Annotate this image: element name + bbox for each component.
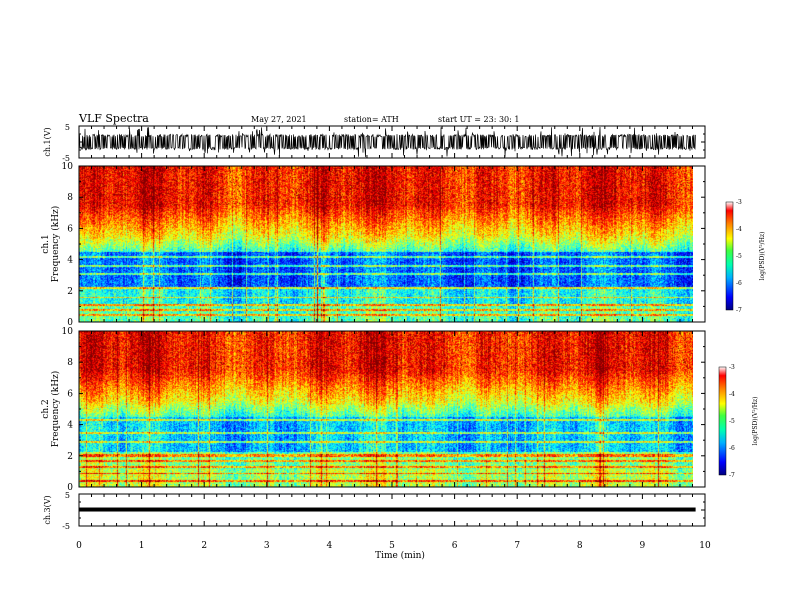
x-tick-label: 0 [76,541,82,551]
y-tick-label: 8 [67,193,73,203]
y-tick-label: 6 [67,224,73,234]
ch1-waveform-line [79,126,696,158]
y-tick-label: 10 [62,327,74,337]
ch3-ytick-bottom: -5 [62,522,70,531]
start-time-label: start UT = 23: 30: 1 [438,115,519,124]
station-label: station= ATH [344,115,399,124]
x-tick-label: 8 [577,541,583,551]
ch1-ylabel: ch.1(V) [43,127,52,156]
ch2-colorbar-label: log(PSD)(V²/Hz) [752,397,759,446]
x-tick-label: 1 [139,541,145,551]
ch3-ylabel: ch.3(V) [43,495,52,524]
ch2-spec-ylabel-line1: ch.2 [41,399,51,418]
colorbar-tick-label: -3 [736,199,742,206]
ch1-spectrogram-image [79,166,693,322]
y-tick-label: 0 [67,318,73,328]
x-axis-label: Time (min) [375,550,425,561]
figure-title: VLF Spectra [78,112,149,125]
colorbar-tick-label: -4 [736,226,742,233]
colorbar-tick-label: -5 [736,253,742,260]
ch2-colorbar [718,366,727,476]
ch3-waveform-line [79,507,696,512]
x-tick-label: 7 [514,541,520,551]
x-tick-label: 2 [201,541,207,551]
ch1-waveform-panel: 5 -5 ch.1(V) [43,123,706,163]
y-tick-label: 4 [67,256,73,266]
date-label: May 27, 2021 [251,115,307,124]
y-tick-label: 4 [67,421,73,431]
x-tick-label: 6 [452,541,458,551]
ch1-ytick-bottom: -5 [62,154,70,163]
x-tick-label: 3 [264,541,270,551]
x-tick-label: 5 [389,541,395,551]
y-tick-label: 0 [67,483,73,493]
ch2-spectrogram-image [79,331,693,487]
ch3-waveform-panel: 5 -5 ch.3(V) [43,491,706,531]
x-tick-label: 10 [699,541,711,551]
colorbar-tick-label: -3 [729,364,735,371]
colorbar-tick-label: -6 [729,445,735,452]
y-tick-label: 2 [67,452,73,462]
colorbar-tick-label: -7 [736,307,742,314]
ch1-spec-ylabel-line2: Frequency (kHz) [50,206,61,283]
y-tick-label: 6 [67,389,73,399]
x-tick-label: 9 [640,541,646,551]
ch1-ytick-top: 5 [65,123,70,132]
ch1-colorbar [725,201,734,311]
y-tick-label: 10 [62,162,74,172]
ch2-spec-ylabel-line2: Frequency (kHz) [50,371,61,448]
y-tick-label: 2 [67,287,73,297]
colorbar-tick-label: -5 [729,418,735,425]
y-tick-label: 8 [67,358,73,368]
x-tick-label: 4 [327,541,333,551]
colorbar-tick-label: -7 [729,472,735,479]
colorbar-tick-label: -4 [729,391,735,398]
ch3-ytick-top: 5 [65,491,70,500]
colorbar-tick-label: -6 [736,280,742,287]
ch1-spec-ylabel-line1: ch.1 [41,234,51,253]
ch1-colorbar-label: log(PSD)(V²/Hz) [759,232,766,281]
